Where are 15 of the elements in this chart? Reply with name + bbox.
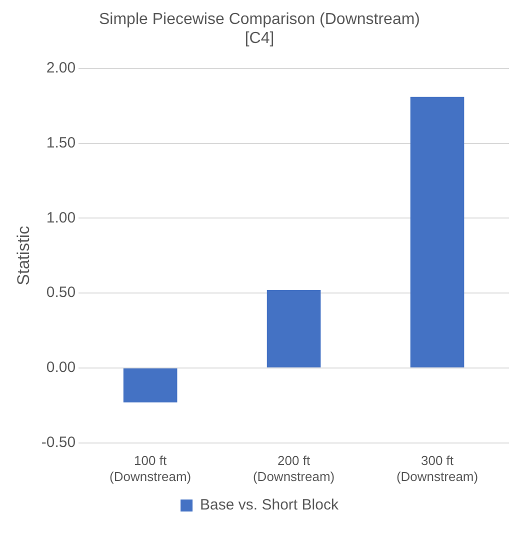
- bar: [410, 96, 464, 368]
- y-tick-label: 2.00: [46, 60, 76, 77]
- y-tick-label: 0.00: [46, 359, 76, 376]
- y-axis-title: Statistic: [14, 225, 33, 286]
- y-tick-label: -0.50: [41, 434, 76, 451]
- bar: [266, 290, 321, 368]
- x-tick-label: 300 ft (Downstream): [396, 453, 478, 484]
- x-tick-label: 100 ft (Downstream): [110, 453, 192, 484]
- bar: [123, 368, 178, 402]
- y-tick-label: 1.50: [46, 134, 76, 152]
- y-tick-label: 0.50: [46, 284, 76, 302]
- chart-title: Simple Piecewise Comparison (Downstream) [C4]: [99, 11, 420, 48]
- y-tick-label: 1.00: [46, 209, 76, 226]
- x-tick-label: 200 ft (Downstream): [252, 453, 335, 484]
- legend-label: Base vs. Short Block: [200, 496, 339, 514]
